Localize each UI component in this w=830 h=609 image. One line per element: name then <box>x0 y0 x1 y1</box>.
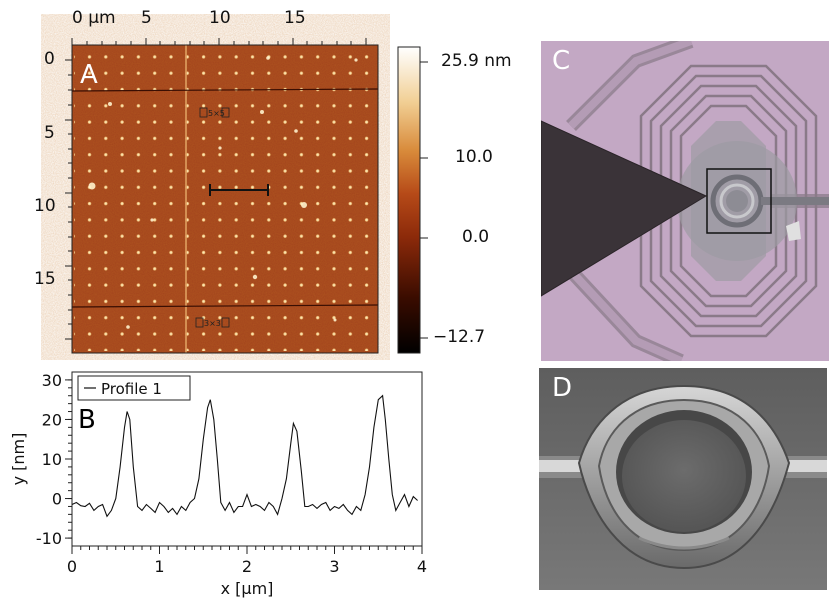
x-tick-label: 2 <box>242 557 252 576</box>
y-tick-label: 30 <box>42 371 62 390</box>
x-tick-label: 4 <box>417 557 427 576</box>
colorbar-10-label: 10.0 <box>455 147 493 167</box>
afm-y-tick-10: 10 <box>34 196 56 216</box>
x-axis-label: x [µm] <box>221 579 274 598</box>
y-axis-label: y [nm] <box>9 433 28 486</box>
optical-micrograph <box>541 41 829 361</box>
panel-letter-d: D <box>552 373 573 403</box>
afm-y-tick-5: 5 <box>44 123 55 143</box>
profile-chart: -10 0 10 20 30 0 1 2 3 4 x [µm] y [nm] Profile 1 <box>9 371 427 598</box>
zoom-box <box>706 168 772 234</box>
y-tick-label: 0 <box>52 490 62 509</box>
afm-map-svg: 5×5 3×3 <box>65 38 379 354</box>
x-tick-label: 3 <box>329 557 339 576</box>
x-tick-label: 1 <box>154 557 164 576</box>
afm-x-tick-5: 5 <box>141 8 152 28</box>
legend-label: Profile 1 <box>101 380 162 398</box>
colorbar <box>397 46 428 354</box>
y-tick-label: -10 <box>36 529 62 548</box>
afm-x-tick-15: 15 <box>284 8 306 28</box>
profile-marker <box>209 184 269 196</box>
sem-image <box>539 368 827 590</box>
series-line-profile-1 <box>71 394 418 518</box>
legend-box <box>77 375 191 401</box>
afm-x-tick-10: 10 <box>209 8 231 28</box>
x-tick-label: 0 <box>67 557 77 576</box>
afm-x-tick-0: 0 µm <box>72 8 116 28</box>
y-tick-label: 10 <box>42 450 62 469</box>
panel-letter-c: C <box>552 46 571 76</box>
afm-y-tick-0: 0 <box>44 49 55 69</box>
colorbar-0-label: 0.0 <box>462 227 490 247</box>
panel-letter-b: B <box>78 405 96 435</box>
afm-label-5x5: 5×5 <box>208 109 225 118</box>
afm-label-3x3: 3×3 <box>204 319 221 328</box>
panel-letter-a: A <box>80 60 98 90</box>
y-tick-label: 20 <box>42 410 62 429</box>
afm-y-tick-15: 15 <box>34 269 56 289</box>
colorbar-max-label: 25.9 nm <box>441 51 512 71</box>
colorbar-min-label: −12.7 <box>433 327 486 347</box>
